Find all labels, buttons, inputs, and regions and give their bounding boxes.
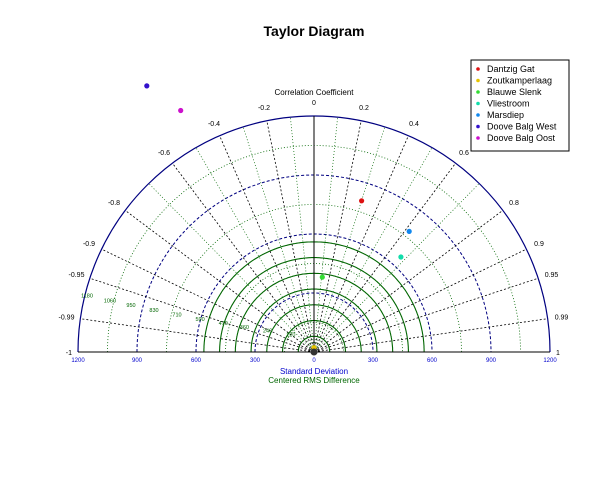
data-point-blauwe-slenk — [319, 274, 325, 280]
arc-axis-label: Correlation Coefficient — [274, 88, 354, 97]
reference-point — [310, 348, 318, 356]
minor-std-circle — [284, 322, 344, 353]
legend-label: Blauwe Slenk — [487, 87, 542, 97]
correlation-ray — [80, 318, 315, 353]
data-point-doove-balg-west — [144, 83, 150, 89]
correlation-tick-label: 0.9 — [534, 241, 544, 248]
correlation-ray — [313, 135, 409, 353]
rms-tick-label: 950 — [126, 303, 135, 309]
axes-layer: -0.99 -0.95 -0.9 -0.8 -0.6 -0.4 -0.2 0 0.2 0.4 0.6… — [59, 100, 569, 364]
std-tick-label: 1200 — [543, 358, 557, 364]
correlation-tick-label: 0.2 — [359, 105, 369, 112]
minor-correlation-ray — [290, 117, 315, 353]
legend-box — [470, 59, 570, 152]
legend-label: Vliestroom — [487, 99, 530, 109]
correlation-tick-label: -0.99 — [59, 315, 75, 322]
data-point-marsdiep — [406, 228, 412, 234]
legend-marker — [476, 101, 480, 106]
rms-tick-label: 590 — [196, 317, 205, 323]
minor-correlation-ray — [148, 183, 315, 353]
std-tick-label: 0 — [312, 358, 316, 364]
correlation-tick-label: 0.8 — [509, 200, 519, 207]
legend-label: Marsdiep — [487, 110, 524, 120]
correlation-tick-label: 0.6 — [459, 150, 469, 157]
std-tick-label: 900 — [132, 358, 143, 364]
data-point-vliestroom — [398, 254, 404, 260]
std-tick-label: 600 — [191, 358, 202, 364]
rms-tick-label: 120 — [286, 332, 295, 338]
chart-title: Taylor Diagram — [264, 23, 365, 39]
std-tick-label: 300 — [250, 358, 261, 364]
std-tick-label: 1200 — [71, 358, 85, 364]
legend-label: Doove Balg West — [487, 122, 557, 132]
rms-tick-label: 830 — [149, 308, 158, 314]
x-axis-label-secondary: Centered RMS Difference — [268, 376, 360, 385]
points-layer — [144, 83, 412, 356]
correlation-ray — [89, 277, 315, 353]
correlation-tick-label: 0.4 — [409, 121, 419, 128]
correlation-end-label-left: -1 — [66, 350, 72, 357]
correlation-ray — [313, 120, 362, 353]
correlation-tick-label: -0.9 — [83, 241, 95, 248]
data-point-doove-balg-oost — [178, 107, 184, 114]
correlation-ray — [313, 277, 539, 353]
correlation-ray — [101, 248, 315, 353]
rms-tick-label: 1060 — [104, 299, 116, 305]
minor-correlation-ray — [313, 126, 386, 353]
correlation-ray — [219, 135, 315, 353]
correlation-ray — [313, 210, 504, 353]
legend-label: Dantzig Gat — [487, 64, 535, 74]
correlation-tick-label: -0.2 — [258, 105, 270, 112]
minor-correlation-ray — [242, 126, 315, 353]
std-tick-label: 300 — [368, 358, 379, 364]
rms-tick-label: 1180 — [81, 294, 93, 300]
minor-correlation-ray — [195, 147, 315, 353]
correlation-tick-label: -0.4 — [208, 121, 220, 128]
minor-correlation-ray — [313, 117, 338, 353]
minor-correlation-ray — [313, 147, 433, 353]
correlation-ray — [124, 210, 315, 353]
correlation-tick-label: -0.6 — [158, 150, 170, 157]
correlation-end-label-right: 1 — [556, 350, 560, 357]
correlation-ray — [266, 120, 315, 353]
correlation-tick-label: 0.99 — [555, 315, 569, 322]
correlation-ray — [313, 248, 527, 353]
correlation-tick-label: -0.8 — [108, 200, 120, 207]
legend-marker — [476, 90, 480, 94]
x-axis-label: Standard Deviation — [280, 367, 348, 376]
legend-marker — [476, 124, 480, 129]
rms-tick-label: 470 — [219, 321, 228, 327]
std-tick-label: 600 — [427, 358, 438, 364]
legend-marker — [476, 67, 480, 71]
correlation-ray — [172, 162, 315, 353]
rms-tick-label: 360 — [240, 325, 249, 331]
legend-label: Zoutkamperlaag — [487, 76, 552, 86]
legend-marker — [476, 136, 480, 140]
correlation-ray — [313, 162, 456, 353]
legend-label: Doove Balg Oost — [487, 133, 556, 143]
legend-marker — [476, 78, 480, 83]
rms-tick-label: 240 — [263, 329, 272, 335]
correlation-tick-label: 0 — [312, 100, 316, 107]
correlation-tick-label: -0.95 — [69, 272, 85, 279]
minor-correlation-ray — [313, 183, 480, 353]
correlation-tick-label: 0.95 — [545, 272, 559, 279]
std-tick-label: 900 — [486, 358, 497, 364]
rms-tick-label: 710 — [172, 312, 181, 318]
legend-marker — [476, 113, 480, 117]
data-point-dantzig-gat — [359, 198, 365, 204]
correlation-ray — [313, 318, 548, 353]
